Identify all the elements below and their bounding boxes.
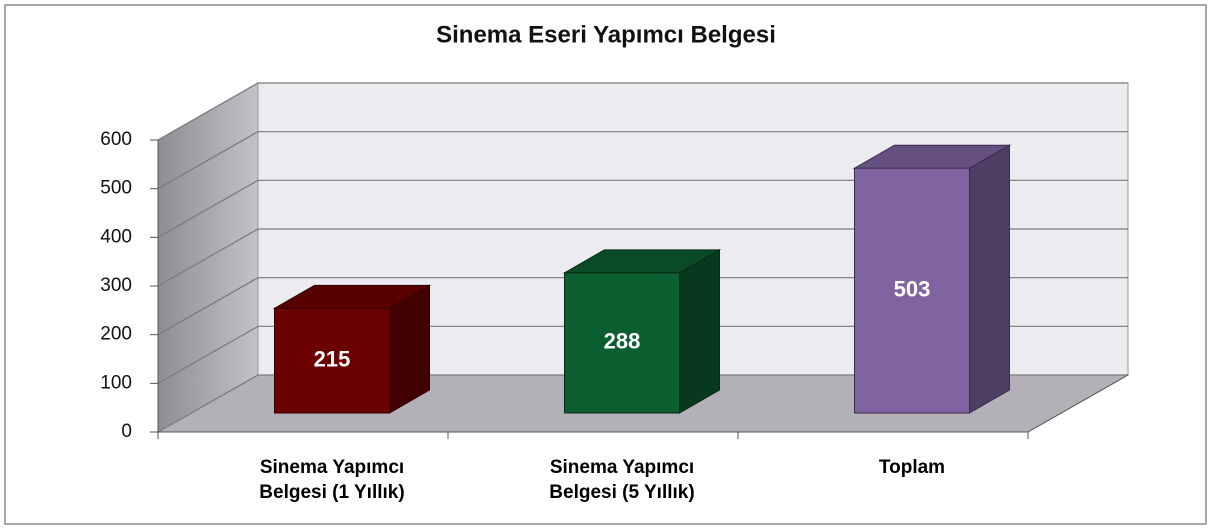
- grid-line: [157, 179, 1128, 238]
- y-tick-label: 100: [100, 372, 132, 393]
- grid-line: [157, 82, 1128, 141]
- y-tick-label: 600: [100, 129, 132, 150]
- bar-side: [969, 144, 1010, 414]
- data-label: 288: [604, 329, 641, 354]
- y-tick-label: 300: [100, 275, 132, 296]
- x-tick-label: Sinema Yapımcı Belgesi (5 Yıllık): [549, 457, 695, 503]
- y-tick-label: 500: [100, 178, 132, 199]
- y-tick-label: 400: [100, 226, 132, 247]
- grid-line: [157, 228, 1128, 287]
- y-tick-label: 200: [100, 324, 132, 345]
- x-tick-label: Toplam: [878, 457, 946, 478]
- bar: [854, 167, 970, 414]
- grid-line: [157, 131, 1128, 190]
- y-tick-label: 0: [121, 421, 132, 442]
- data-label: 215: [314, 346, 351, 371]
- bar-side: [679, 248, 720, 414]
- bar: [564, 272, 680, 414]
- grid-line: [157, 325, 1128, 384]
- grid-line: [157, 374, 1128, 433]
- data-label: 503: [894, 276, 931, 301]
- grid-line: [157, 277, 1128, 336]
- chart-title: Sinema Eseri Yapımcı Belgesi: [436, 21, 776, 48]
- x-tick-label: Sinema Yapımcı Belgesi (1 Yıllık): [259, 457, 405, 503]
- floor-edge: [1027, 374, 1129, 433]
- bar: [274, 307, 390, 414]
